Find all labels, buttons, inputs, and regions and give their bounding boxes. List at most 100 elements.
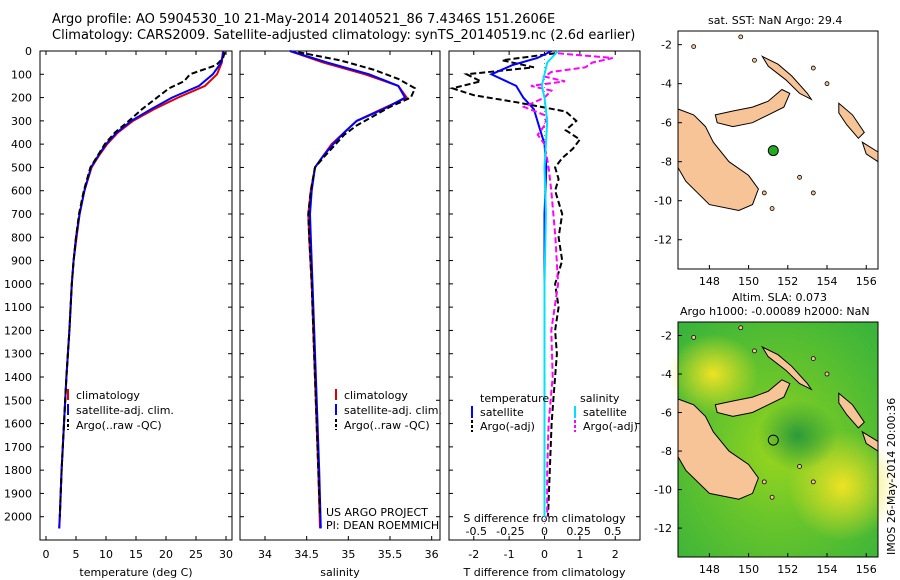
project-annotation: PI: DEAN ROEMMICH (326, 519, 439, 532)
y-tick-label: 1300 (4, 348, 32, 361)
y-tick-label: 1200 (4, 324, 32, 337)
sla-map-land-islet (810, 356, 816, 361)
x-tick-label: 0 (541, 548, 548, 561)
sla-map-land-islet (797, 464, 802, 469)
y-tick-label: 1800 (4, 464, 32, 477)
y-tick-label: 1000 (4, 278, 32, 291)
sst-map-land-islet (769, 206, 775, 211)
x-tick-label: 0 (43, 548, 50, 561)
legend-label: satellite (480, 406, 524, 419)
y-tick-label: 1500 (4, 394, 32, 407)
sst-map-lat-tick-label: -10 (654, 195, 672, 208)
y-tick-label: 700 (11, 208, 32, 221)
sla-map-float-marker (767, 434, 779, 446)
sst-map-lat-tick-label: -6 (661, 117, 672, 130)
sst-map-land-islet (752, 57, 757, 63)
sst-map-title: sat. SST: NaN Argo: 29.4 (708, 14, 843, 27)
sla-map-land-islet (824, 371, 830, 377)
sst-map-lat-tick-label: -8 (661, 156, 672, 169)
sst-map-lat-tick-label: -4 (661, 78, 672, 91)
x-axis-label-temperature: temperature (deg C) (79, 566, 192, 579)
sst-map-land-bougainville (838, 102, 865, 140)
sst-map-lon-tick-label: 156 (856, 275, 877, 288)
sla-map-land-islet (810, 479, 816, 485)
legend-label: Argo(..raw -QC) (344, 419, 430, 432)
series-s-argo (521, 52, 613, 517)
y-tick-label: 0 (25, 45, 32, 58)
sla-map-land-new-guinea (677, 398, 759, 500)
x-tick-label: 10 (99, 548, 113, 561)
legend-label: climatology (76, 389, 140, 402)
sst-map-land-islet (691, 44, 697, 50)
legend-header-salinity: salinity (580, 392, 620, 405)
x-axis-label-salinity: salinity (320, 566, 360, 579)
legend-label: Argo(..raw -QC) (76, 419, 162, 432)
sla-map-land-islet (769, 494, 775, 500)
sst-map-land-solomons (861, 141, 879, 163)
sla-map-lat-tick-label: -8 (661, 445, 672, 458)
sla-map-lat-tick-label: -2 (661, 329, 672, 342)
sla-map-land-islet (752, 348, 757, 354)
sla-map-sla-high (668, 334, 759, 415)
plot-frame-salinity (239, 50, 441, 541)
series-climatology (289, 50, 409, 529)
x-tick-label: 36 (425, 548, 439, 561)
x-tick-label: 30 (219, 548, 233, 561)
legend-label: satellite-adj. clim. (344, 404, 442, 417)
sst-map-land-islet (761, 190, 767, 196)
sla-map-lon-tick-label: 150 (738, 563, 759, 576)
y-tick-label: 1100 (4, 301, 32, 314)
sst-map-land-new-guinea (677, 108, 759, 212)
sst-map-frame (677, 30, 879, 270)
sla-map-lon-tick-label: 152 (777, 563, 798, 576)
s-tick-label: -0.5 (466, 525, 487, 538)
sst-map-float-marker (767, 145, 779, 157)
sla-map-land-new-ireland (760, 345, 813, 391)
legend-label: satellite-adj. clim. (76, 404, 174, 417)
figure-title-line2: Climatology: CARS2009. Satellite-adjuste… (52, 28, 636, 43)
x-tick-label: 5 (73, 548, 80, 561)
sst-map-lon-tick-label: 152 (777, 275, 798, 288)
x-tick-label: 15 (129, 548, 143, 561)
x-axis-label-difference: T difference from climatology (463, 566, 626, 579)
series-satellite-adj (58, 50, 225, 529)
y-tick-label: 500 (11, 161, 32, 174)
sla-map-lon-tick-label: 154 (817, 563, 838, 576)
legend-label: Argo(-adj) (583, 420, 638, 433)
y-tick-label: 100 (11, 68, 32, 81)
sst-map-lon-tick-label: 154 (817, 275, 838, 288)
sst-map-lon-tick-label: 148 (699, 275, 720, 288)
x-tick-label: 34 (258, 548, 272, 561)
figure-title-line1: Argo profile: AO 5904530_10 21-May-2014 … (52, 12, 556, 27)
sst-map-lat-tick-label: -2 (661, 39, 672, 52)
y-tick-label: 2000 (4, 511, 32, 524)
y-tick-label: 800 (11, 231, 32, 244)
sst-map-lat-tick-label: -12 (654, 234, 672, 247)
x-tick-label: 35 (341, 548, 355, 561)
legend-label: climatology (344, 389, 408, 402)
y-tick-label: 1600 (4, 418, 32, 431)
x-tick-label: 34.5 (294, 548, 319, 561)
x-tick-label: 35.5 (378, 548, 403, 561)
sla-map-lat-tick-label: -6 (661, 407, 672, 420)
x-tick-label: 20 (159, 548, 173, 561)
series-argo (298, 51, 417, 517)
sst-map-land-islet (824, 81, 830, 87)
series-argo (58, 51, 226, 517)
series-satellite-adj (289, 50, 407, 529)
sla-map-lon-tick-label: 148 (699, 563, 720, 576)
s-axis-label: S difference from climatology (463, 512, 626, 525)
series-t-satellite (488, 50, 553, 517)
x-tick-label: 25 (189, 548, 203, 561)
sla-map-land-islet (738, 325, 744, 331)
sst-map-land-new-britain (714, 88, 791, 128)
sla-map-frame (677, 321, 879, 558)
s-tick-label: -0.25 (496, 525, 524, 538)
x-tick-label: 2 (612, 548, 619, 561)
x-tick-label: 1 (576, 548, 583, 561)
project-annotation: US ARGO PROJECT (326, 506, 428, 519)
sla-map-lon-tick-label: 156 (856, 563, 877, 576)
sla-map-land-bougainville (838, 392, 865, 429)
